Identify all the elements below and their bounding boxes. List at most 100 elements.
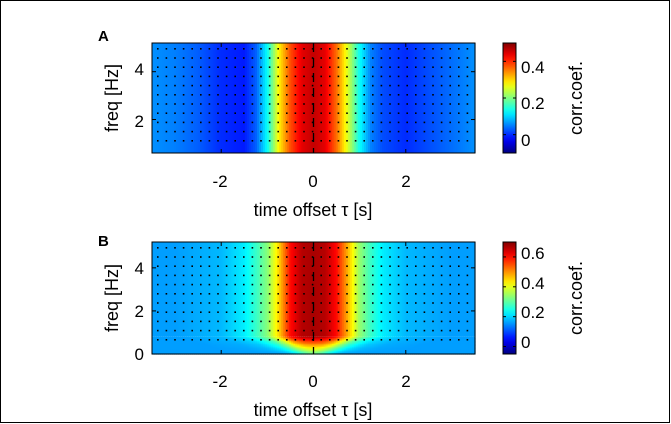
- significance-dot: [226, 94, 228, 96]
- significance-dot: [277, 247, 279, 249]
- significance-dot: [346, 112, 348, 114]
- significance-dot: [441, 85, 443, 87]
- significance-dot: [157, 330, 159, 332]
- significance-dot: [209, 265, 211, 267]
- significance-dot: [372, 76, 374, 78]
- significance-dot: [183, 66, 185, 68]
- significance-dot: [157, 284, 159, 286]
- significance-dot: [303, 265, 305, 267]
- significance-dot: [157, 76, 159, 78]
- significance-dot: [234, 94, 236, 96]
- significance-dot: [217, 311, 219, 313]
- significance-dot: [183, 265, 185, 267]
- significance-dot: [286, 284, 288, 286]
- significance-dot: [398, 57, 400, 59]
- significance-dot: [303, 321, 305, 323]
- significance-dot: [415, 76, 417, 78]
- significance-dot: [303, 85, 305, 87]
- significance-dot: [243, 122, 245, 124]
- significance-dot: [381, 112, 383, 114]
- significance-dot: [295, 293, 297, 295]
- significance-dot: [406, 275, 408, 277]
- significance-dot: [389, 284, 391, 286]
- significance-dot: [441, 321, 443, 323]
- significance-dot: [355, 275, 357, 277]
- significance-dot: [157, 122, 159, 124]
- significance-dot: [217, 256, 219, 258]
- significance-dot: [277, 265, 279, 267]
- significance-dot: [303, 330, 305, 332]
- significance-dot: [381, 311, 383, 313]
- significance-dot: [424, 85, 426, 87]
- panel-b-colorbar-label: corr.coef.: [566, 261, 586, 335]
- significance-dot: [286, 66, 288, 68]
- significance-dot: [372, 247, 374, 249]
- significance-dot: [329, 339, 331, 341]
- significance-dot: [467, 131, 469, 133]
- significance-dot: [303, 103, 305, 105]
- significance-dot: [217, 103, 219, 105]
- significance-dot: [183, 311, 185, 313]
- significance-dot: [303, 76, 305, 78]
- panel-b-label: B: [98, 233, 109, 250]
- significance-dot: [389, 302, 391, 304]
- significance-dot: [389, 140, 391, 142]
- significance-dot: [432, 256, 434, 258]
- panel-a-colorbar-tick-label: 0: [521, 131, 530, 150]
- significance-dot: [200, 85, 202, 87]
- significance-dot: [449, 57, 451, 59]
- significance-dot: [295, 85, 297, 87]
- significance-dot: [183, 302, 185, 304]
- significance-dot: [381, 48, 383, 50]
- significance-dot: [415, 131, 417, 133]
- significance-dot: [295, 330, 297, 332]
- significance-dot: [286, 311, 288, 313]
- significance-dot: [166, 131, 168, 133]
- significance-dot: [260, 76, 262, 78]
- significance-dot: [381, 321, 383, 323]
- significance-dot: [234, 311, 236, 313]
- significance-dot: [441, 103, 443, 105]
- significance-dot: [338, 140, 340, 142]
- panel-b: B -2 0 2 0 2 4 time offset τ [s] freq [H…: [98, 233, 586, 420]
- significance-dot: [303, 311, 305, 313]
- significance-dot: [252, 57, 254, 59]
- significance-dot: [320, 112, 322, 114]
- significance-dot: [269, 85, 271, 87]
- significance-dot: [157, 48, 159, 50]
- significance-dot: [191, 140, 193, 142]
- significance-dot: [424, 48, 426, 50]
- significance-dot: [381, 140, 383, 142]
- significance-dot: [432, 275, 434, 277]
- significance-dot: [432, 284, 434, 286]
- significance-dot: [269, 256, 271, 258]
- significance-dot: [174, 66, 176, 68]
- significance-dot: [346, 57, 348, 59]
- significance-dot: [191, 247, 193, 249]
- significance-dot: [467, 321, 469, 323]
- significance-dot: [234, 57, 236, 59]
- significance-dot: [398, 330, 400, 332]
- significance-dot: [226, 122, 228, 124]
- significance-dot: [217, 57, 219, 59]
- significance-dot: [226, 311, 228, 313]
- significance-dot: [183, 48, 185, 50]
- significance-dot: [320, 94, 322, 96]
- significance-dot: [191, 293, 193, 295]
- significance-dot: [286, 275, 288, 277]
- significance-dot: [398, 247, 400, 249]
- significance-dot: [441, 293, 443, 295]
- significance-dot: [217, 66, 219, 68]
- significance-dot: [260, 247, 262, 249]
- significance-dot: [432, 330, 434, 332]
- significance-dot: [217, 302, 219, 304]
- significance-dot: [398, 112, 400, 114]
- significance-dot: [166, 311, 168, 313]
- significance-dot: [183, 112, 185, 114]
- significance-dot: [252, 48, 254, 50]
- significance-dot: [217, 330, 219, 332]
- significance-dot: [252, 275, 254, 277]
- significance-dot: [252, 293, 254, 295]
- significance-dot: [217, 265, 219, 267]
